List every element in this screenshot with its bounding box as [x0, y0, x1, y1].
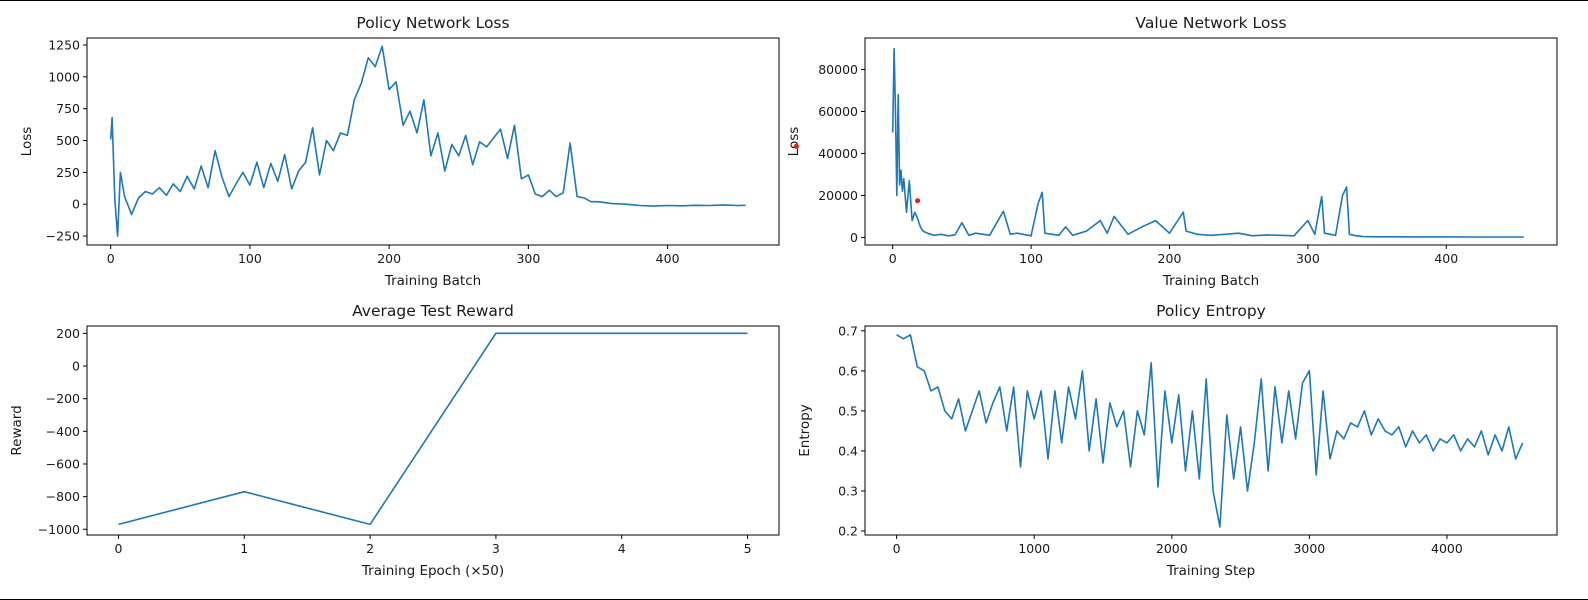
test-reward-x-tick-label: 5	[744, 541, 752, 556]
entropy-x-axis-label: Training Step	[1166, 563, 1255, 579]
policy-loss-y-tick-label: 250	[56, 165, 80, 180]
value-loss-y-axis-label: Loss	[786, 127, 802, 157]
test-reward-x-axis-label: Training Epoch (×50)	[361, 563, 504, 579]
policy-loss-x-tick-label: 200	[377, 251, 401, 266]
policy-loss-series-line	[109, 45, 746, 237]
test-reward-y-tick-label: 0	[72, 359, 80, 374]
test-reward-chart: 0 1 2 3 4 5 −1000 −800 −600 −400 −200 0 200 Average T…	[9, 302, 780, 579]
test-reward-y-tick-label: −600	[46, 456, 80, 471]
entropy-y-tick-label: 0.3	[838, 483, 858, 498]
entropy-y-tick-label: 0.4	[838, 443, 858, 458]
test-reward-x-tick-label: 2	[366, 541, 374, 556]
test-reward-x-tick-label: 0	[114, 541, 122, 556]
entropy-y-tick-label: 0.5	[838, 403, 858, 418]
test-reward-x-tick-label: 1	[240, 541, 248, 556]
value-loss-chart: 0 100 200 300 400 0 20000 40000 60000 80000 Value …	[786, 14, 1558, 289]
value-loss-x-tick-label: 0	[889, 251, 897, 266]
value-loss-marker-point	[914, 198, 921, 204]
entropy-x-tick-label: 1000	[1018, 541, 1050, 556]
policy-loss-x-tick-label: 0	[107, 251, 115, 266]
policy-loss-y-axis-label: Loss	[19, 127, 35, 157]
figure-top-border	[0, 0, 1588, 1]
value-loss-series-line	[891, 47, 1524, 238]
entropy-series-line	[896, 333, 1524, 528]
entropy-y-axis-label: Entropy	[797, 404, 813, 456]
value-loss-title: Value Network Loss	[1135, 14, 1286, 32]
test-reward-y-tick-label: −1000	[38, 522, 80, 537]
policy-loss-y-tick-label: 0	[72, 197, 80, 212]
policy-loss-y-tick-label: 1000	[48, 69, 80, 84]
test-reward-x-tick-label: 3	[492, 541, 500, 556]
test-reward-y-tick-label: −400	[46, 424, 80, 439]
test-reward-y-tick-label: 200	[56, 326, 80, 341]
stray-red-marker	[793, 143, 799, 149]
value-loss-y-tick-label: 80000	[818, 62, 858, 77]
policy-loss-y-tick-label: 750	[56, 101, 80, 116]
policy-loss-x-axis-label: Training Batch	[384, 273, 481, 289]
test-reward-y-tick-label: −800	[46, 489, 80, 504]
value-loss-y-tick-label: 0	[850, 230, 858, 245]
entropy-chart: 0 1000 2000 3000 4000 0.2 0.3 0.4 0.5 0.6 0.7 Polic…	[797, 302, 1558, 579]
value-loss-axes-frame	[864, 37, 1558, 246]
entropy-x-tick-label: 2000	[1156, 541, 1188, 556]
value-loss-y-tick-label: 20000	[818, 188, 858, 203]
value-loss-x-tick-label: 100	[1019, 251, 1043, 266]
entropy-title: Policy Entropy	[1156, 302, 1266, 320]
policy-loss-x-tick-label: 300	[516, 251, 540, 266]
test-reward-axes-frame	[86, 325, 780, 536]
entropy-x-tick-label: 3000	[1293, 541, 1325, 556]
policy-loss-x-tick-label: 100	[238, 251, 262, 266]
test-reward-series-line	[118, 332, 748, 526]
entropy-axes-frame	[864, 325, 1558, 536]
entropy-y-tick-label: 0.6	[838, 363, 858, 378]
test-reward-y-axis-label: Reward	[9, 405, 25, 455]
entropy-x-tick-label: 4000	[1431, 541, 1463, 556]
test-reward-title: Average Test Reward	[352, 302, 514, 320]
test-reward-x-tick-label: 4	[618, 541, 626, 556]
policy-loss-y-tick-label: −250	[46, 229, 80, 244]
entropy-y-tick-label: 0.2	[838, 523, 858, 538]
policy-loss-chart: 0 100 200 300 400 −250 0 250 500 750 1000 1250 Polic…	[19, 14, 780, 289]
policy-loss-title: Policy Network Loss	[356, 14, 509, 32]
value-loss-x-tick-label: 300	[1296, 251, 1320, 266]
policy-loss-y-tick-label: 1250	[48, 38, 80, 53]
value-loss-x-tick-label: 400	[1434, 251, 1458, 266]
policy-loss-x-tick-label: 400	[656, 251, 680, 266]
value-loss-y-tick-label: 40000	[818, 146, 858, 161]
entropy-y-tick-label: 0.7	[838, 323, 858, 338]
policy-loss-axes-frame	[86, 37, 780, 246]
value-loss-y-tick-label: 60000	[818, 104, 858, 119]
policy-loss-y-tick-label: 500	[56, 133, 80, 148]
value-loss-x-tick-label: 200	[1158, 251, 1182, 266]
test-reward-y-tick-label: −200	[46, 391, 80, 406]
entropy-x-tick-label: 0	[893, 541, 901, 556]
value-loss-x-axis-label: Training Batch	[1162, 273, 1259, 289]
